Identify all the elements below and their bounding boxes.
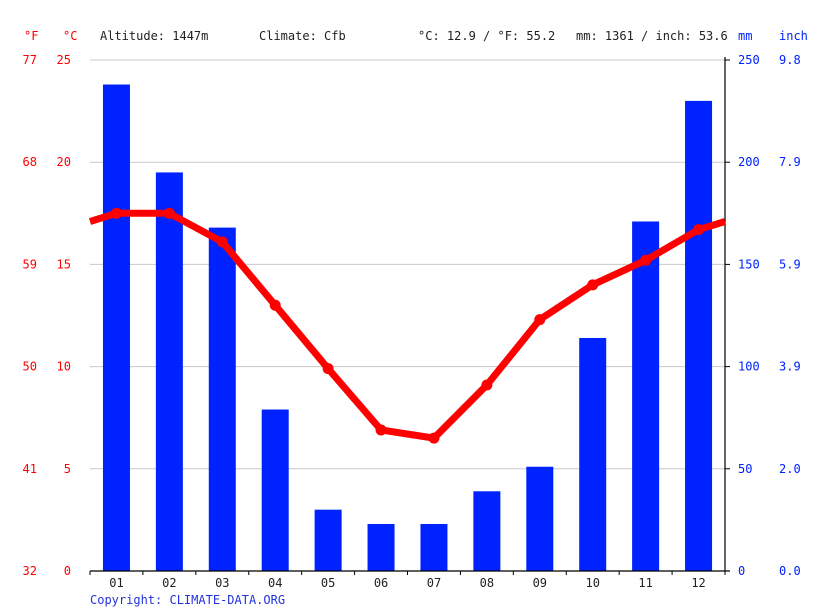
unit-fahrenheit-label: °F [24,29,38,43]
x-tick-label: 03 [215,576,229,590]
unit-celsius-label: °C [63,29,77,43]
precipitation-bar [367,523,395,571]
copyright-label: Copyright: CLIMATE-DATA.ORG [90,593,285,607]
temperature-line [88,207,727,444]
temperature-point [163,207,175,219]
precipitation-bar [155,172,183,572]
tick-label-fahrenheit: 41 [23,462,37,476]
x-tick-label: 10 [585,576,599,590]
tick-label-celsius: 0 [64,564,71,578]
temperature-point [587,279,599,291]
tick-label-mm: 200 [738,155,760,169]
x-tick-label: 01 [109,576,123,590]
altitude-label: Altitude: 1447m [100,29,208,43]
tick-label-inch: 2.0 [779,462,801,476]
tick-label-mm: 150 [738,257,760,271]
x-tick-label: 08 [480,576,494,590]
precipitation-bar [579,337,607,571]
unit-inch-label: inch [779,29,808,43]
temperature-point [693,224,705,236]
temperature-point [534,314,546,326]
precipitation-bar [473,491,501,571]
tick-label-mm: 50 [738,462,752,476]
tick-label-fahrenheit: 77 [23,53,37,67]
tick-label-inch: 9.8 [779,53,801,67]
tick-label-fahrenheit: 32 [23,564,37,578]
unit-mm-label: mm [738,29,752,43]
precipitation-bar [261,409,289,571]
temperature-point [216,236,228,248]
temperature-point [110,207,122,219]
axes [89,57,730,575]
temperature-point [269,299,281,311]
tick-label-celsius: 10 [57,360,71,374]
x-tick-label: 11 [638,576,652,590]
temperature-point [640,254,652,266]
temperature-point [375,424,387,436]
tick-label-fahrenheit: 50 [23,360,37,374]
x-tick-label: 06 [374,576,388,590]
x-tick-label: 07 [427,576,441,590]
precipitation-bar [102,84,130,571]
temperature-polyline [88,209,727,442]
precipitation-bar [420,523,448,571]
temperature-point [481,379,493,391]
tick-label-celsius: 20 [57,155,71,169]
precipitation-bars [102,84,713,572]
x-tick-label: 09 [533,576,547,590]
tick-label-mm: 0 [738,564,745,578]
temperature-point [428,432,440,444]
x-tick-label: 02 [162,576,176,590]
precipitation-bar [526,466,554,571]
x-tick-label: 04 [268,576,282,590]
precipitation-bar [208,227,236,571]
axis-tick-labels: 77 25 250 9.868 20 200 7.959 15 150 5.950 10 100 3.9… [23,53,801,590]
tick-label-mm: 100 [738,360,760,374]
tick-label-inch: 3.9 [779,360,801,374]
x-tick-label: 12 [691,576,705,590]
tick-label-inch: 7.9 [779,155,801,169]
total-precipitation-label: mm: 1361 / inch: 53.6 [576,29,728,43]
temperature-point [322,363,334,375]
tick-label-celsius: 15 [57,257,71,271]
tick-label-mm: 250 [738,53,760,67]
tick-label-celsius: 25 [57,53,71,67]
climate-label: Climate: Cfb [259,29,346,43]
tick-label-celsius: 5 [64,462,71,476]
precipitation-bar [685,100,713,571]
tick-label-inch: 5.9 [779,257,801,271]
tick-label-fahrenheit: 59 [23,257,37,271]
precipitation-bar [632,221,660,571]
average-temperature-label: °C: 12.9 / °F: 55.2 [418,29,555,43]
tick-label-fahrenheit: 68 [23,155,37,169]
tick-label-inch: 0.0 [779,564,801,578]
x-tick-label: 05 [321,576,335,590]
grid-lines [90,59,725,470]
precipitation-bar [314,509,342,571]
